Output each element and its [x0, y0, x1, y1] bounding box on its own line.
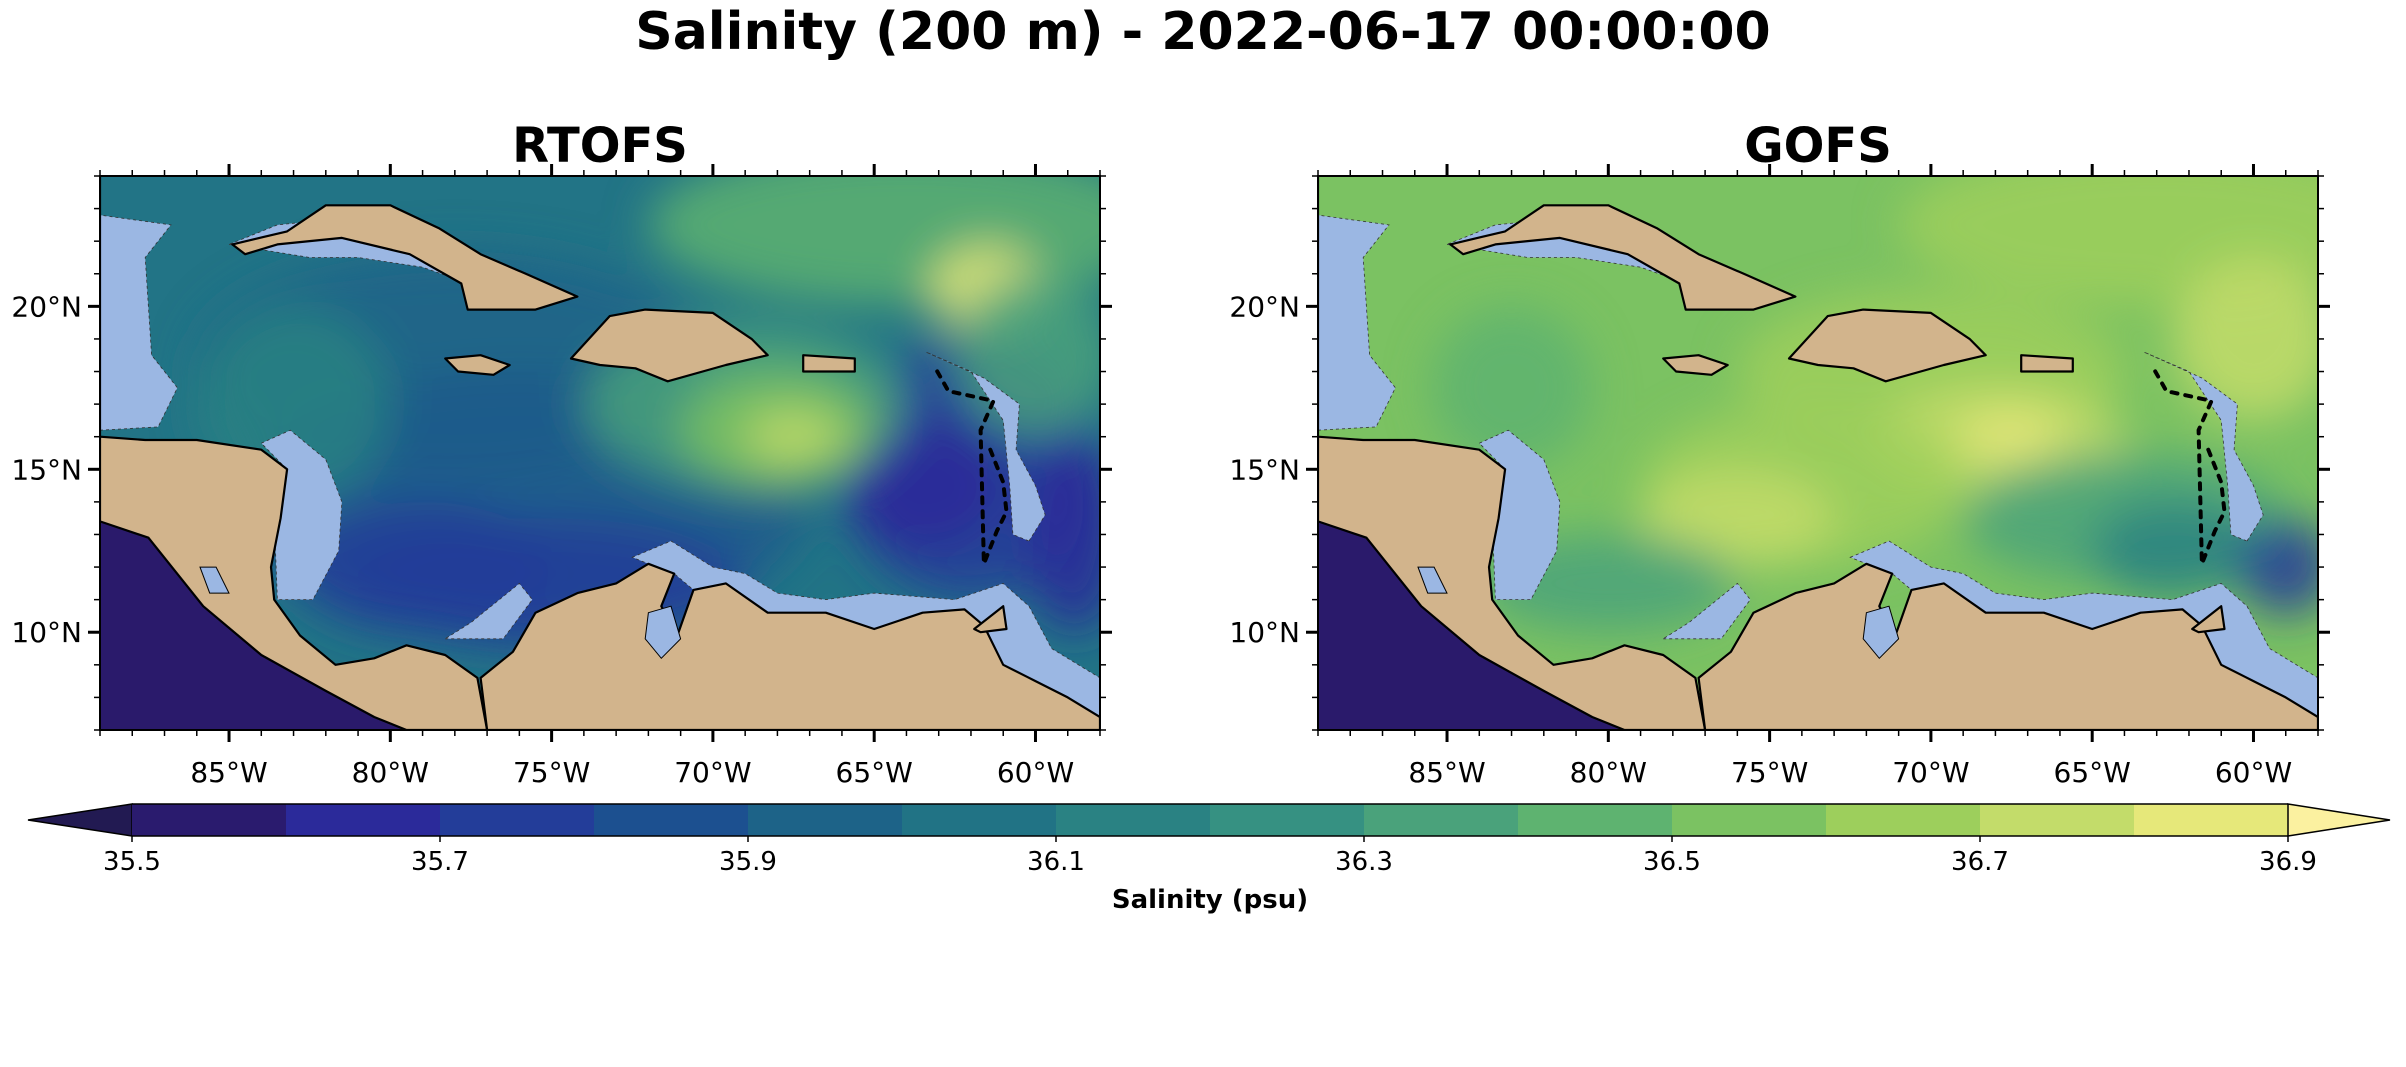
colorbar-tick-label: 36.5 [1643, 847, 1701, 877]
land-jamaica [444, 354, 511, 376]
shelf-area-0 [1478, 429, 1561, 601]
salinity-eddies-rtofs [196, 176, 1100, 649]
lon-tick-label: 70°W [674, 756, 751, 789]
lat-tick-label: 15°N [1229, 453, 1300, 486]
shelf-area-2 [100, 214, 178, 431]
lon-tick-label: 80°W [1570, 756, 1647, 789]
land-puerto-rico [2020, 354, 2074, 373]
map-frame-rtofs [99, 175, 1101, 731]
lon-tick-label: 80°W [352, 756, 429, 789]
land-central-america [1318, 176, 1707, 730]
land-jamaica [1662, 354, 1729, 376]
land-lesser-antilles [2151, 366, 2227, 565]
lon-tick-label: 65°W [2054, 756, 2131, 789]
shelf-area-4 [2143, 351, 2264, 542]
lat-tick-label: 20°N [11, 290, 82, 323]
salinity-feature-11 [1430, 306, 1593, 470]
lat-tick-label: 20°N [1229, 290, 1300, 323]
land-hispaniola [1787, 308, 1987, 383]
salinity-feature-9 [2172, 257, 2318, 421]
lon-tick-label: 65°W [836, 756, 913, 789]
salinity-feature-4 [841, 420, 1004, 551]
colorbar-bin [1672, 804, 1827, 836]
colorbar-bin [1826, 804, 1981, 836]
colorbar-tick-label: 36.9 [2259, 847, 2317, 877]
colorbar-bin [1518, 804, 1673, 836]
map-frame-gofs [1317, 175, 2319, 731]
shelf-area-0 [260, 429, 343, 601]
salinity-feature-13 [1025, 436, 1100, 633]
salinity-feature-6 [2092, 501, 2254, 600]
salinity-eddies-gofs [1430, 176, 2318, 633]
colorbar-bin [286, 804, 441, 836]
colorbar-bin [440, 804, 595, 836]
shelf-area-5 [443, 582, 533, 640]
lon-tick-label: 60°W [997, 756, 1074, 789]
panel-title-gofs: GOFS [1744, 118, 1892, 174]
lake-1 [199, 566, 230, 594]
shelf-area-4 [925, 351, 1046, 542]
colorbar-bin [1056, 804, 1211, 836]
shelf-area-2 [1318, 214, 1396, 431]
colorbar: 35.5 35.7 35.9 36.1 36.3 36.5 36.7 36.9 Salinity… [27, 803, 2391, 915]
lake-1 [1417, 566, 1448, 594]
land-cuba [1449, 204, 1797, 311]
colorbar-bin [132, 804, 287, 836]
colorbar-tick-label: 36.3 [1335, 847, 1393, 877]
lake-0 [644, 605, 682, 660]
land-cuba [231, 204, 579, 311]
colorbar-tick-label: 35.5 [103, 847, 161, 877]
land-central-america [100, 176, 489, 730]
colorbar-tick-label: 36.7 [1951, 847, 2009, 877]
colorbar-tick-label: 35.9 [719, 847, 777, 877]
land-south-america [479, 562, 1100, 730]
colorbar-bin [1210, 804, 1365, 836]
lon-tick-label: 70°W [1892, 756, 1969, 789]
map-panel-gofs: 85°W 80°W 75°W 70°W 65°W 60°W 10°N 15°N 20°N [1229, 164, 2330, 789]
colorbar-extend-low [27, 803, 133, 837]
land-south-america [1697, 562, 2318, 730]
map-body-gofs [1318, 176, 2318, 730]
colorbar-bin [1980, 804, 2135, 836]
lake-0 [1862, 605, 1900, 660]
salinity-feature-4 [1640, 469, 1835, 568]
colorbar-tick-label: 36.1 [1027, 847, 1085, 877]
lon-tick-label: 85°W [190, 756, 267, 789]
colorbar-bin [594, 804, 749, 836]
salinity-feature-10 [954, 273, 1100, 437]
colorbar-bin [2134, 804, 2289, 836]
map-panel-rtofs: 85°W 80°W 75°W 70°W 65°W 60°W 10°N 15°N 20°N [11, 164, 1112, 789]
lon-tick-label: 60°W [2215, 756, 2292, 789]
land-hispaniola [569, 308, 769, 383]
colorbar-tick-label: 35.7 [411, 847, 469, 877]
colorbar-bin [748, 804, 903, 836]
lon-tick-label: 85°W [1408, 756, 1485, 789]
lon-tick-label: 75°W [1731, 756, 1808, 789]
colorbar-bin [902, 804, 1057, 836]
salinity-feature-7 [2237, 518, 2318, 616]
lat-tick-label: 15°N [11, 453, 82, 486]
shelf-area-5 [1661, 582, 1751, 640]
lat-tick-label: 10°N [1229, 616, 1300, 649]
salinity-feature-2 [1959, 410, 2064, 463]
land-lesser-antilles [933, 366, 1009, 565]
colorbar-bin [1364, 804, 1519, 836]
panel-title-rtofs: RTOFS [512, 118, 688, 174]
figure-title: Salinity (200 m) - 2022-06-17 00:00:00 [635, 2, 1771, 62]
salinity-feature-7 [745, 410, 842, 463]
land-puerto-rico [802, 354, 856, 373]
salinity-feature-12 [293, 501, 552, 633]
lat-tick-label: 10°N [11, 616, 82, 649]
colorbar-extend-high [2287, 803, 2391, 837]
colorbar-label: Salinity (psu) [1112, 885, 1308, 915]
map-body-rtofs [100, 176, 1100, 730]
land-trinidad [2191, 605, 2226, 634]
land-trinidad [973, 605, 1008, 634]
lon-tick-label: 75°W [513, 756, 590, 789]
